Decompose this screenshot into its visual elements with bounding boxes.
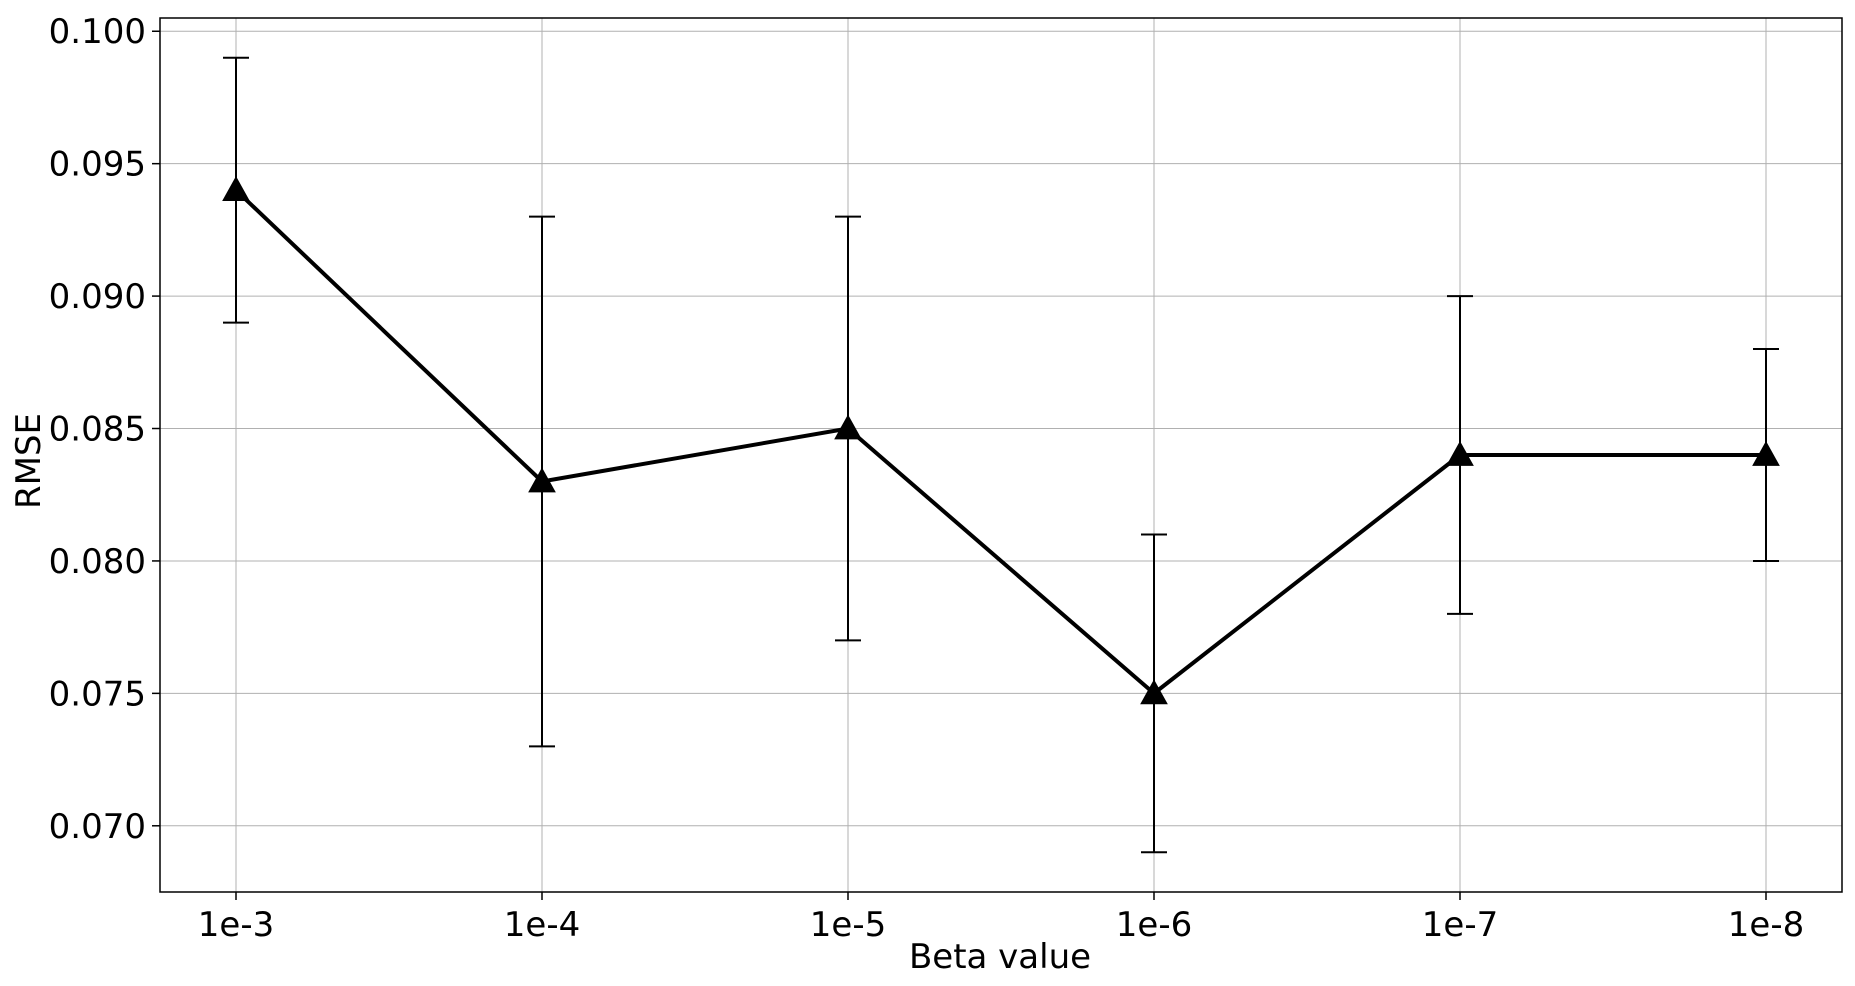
series-line	[234, 188, 1766, 696]
x-tick-label: 1e-6	[1116, 905, 1192, 945]
y-tick-label: 0.095	[49, 145, 146, 185]
y-tick-label: 0.090	[49, 277, 146, 317]
y-tick-label: 0.080	[49, 542, 146, 582]
x-tick-label: 1e-4	[504, 905, 580, 945]
y-tick-label: 0.070	[49, 807, 146, 847]
x-axis-label: Beta value	[909, 937, 1091, 977]
x-tick-label: 1e-5	[810, 905, 886, 945]
x-tick-label: 1e-3	[198, 905, 274, 945]
marker-group	[222, 176, 1780, 705]
x-tick-label: 1e-7	[1422, 905, 1498, 945]
y-tick-label: 0.100	[49, 12, 146, 52]
data-point-triangle	[834, 414, 862, 440]
x-axis-ticks: 1e-3 1e-4 1e-5 1e-6 1e-7 1e-8	[198, 892, 1804, 945]
data-point-triangle	[222, 176, 250, 202]
data-point-triangle	[528, 467, 556, 493]
series-line-group	[234, 188, 1766, 696]
x-tick-label: 1e-8	[1728, 905, 1804, 945]
data-point-triangle	[1752, 440, 1780, 466]
plot-frame	[159, 17, 1843, 893]
y-tick-label: 0.085	[49, 410, 146, 450]
data-point-triangle	[1140, 679, 1168, 705]
y-axis-ticks: 0.070 0.075 0.080 0.085 0.090 0.095 0.100	[49, 12, 160, 847]
y-tick-label: 0.075	[49, 674, 146, 714]
y-axis-label: RMSE	[9, 413, 49, 509]
data-point-triangle	[1446, 440, 1474, 466]
